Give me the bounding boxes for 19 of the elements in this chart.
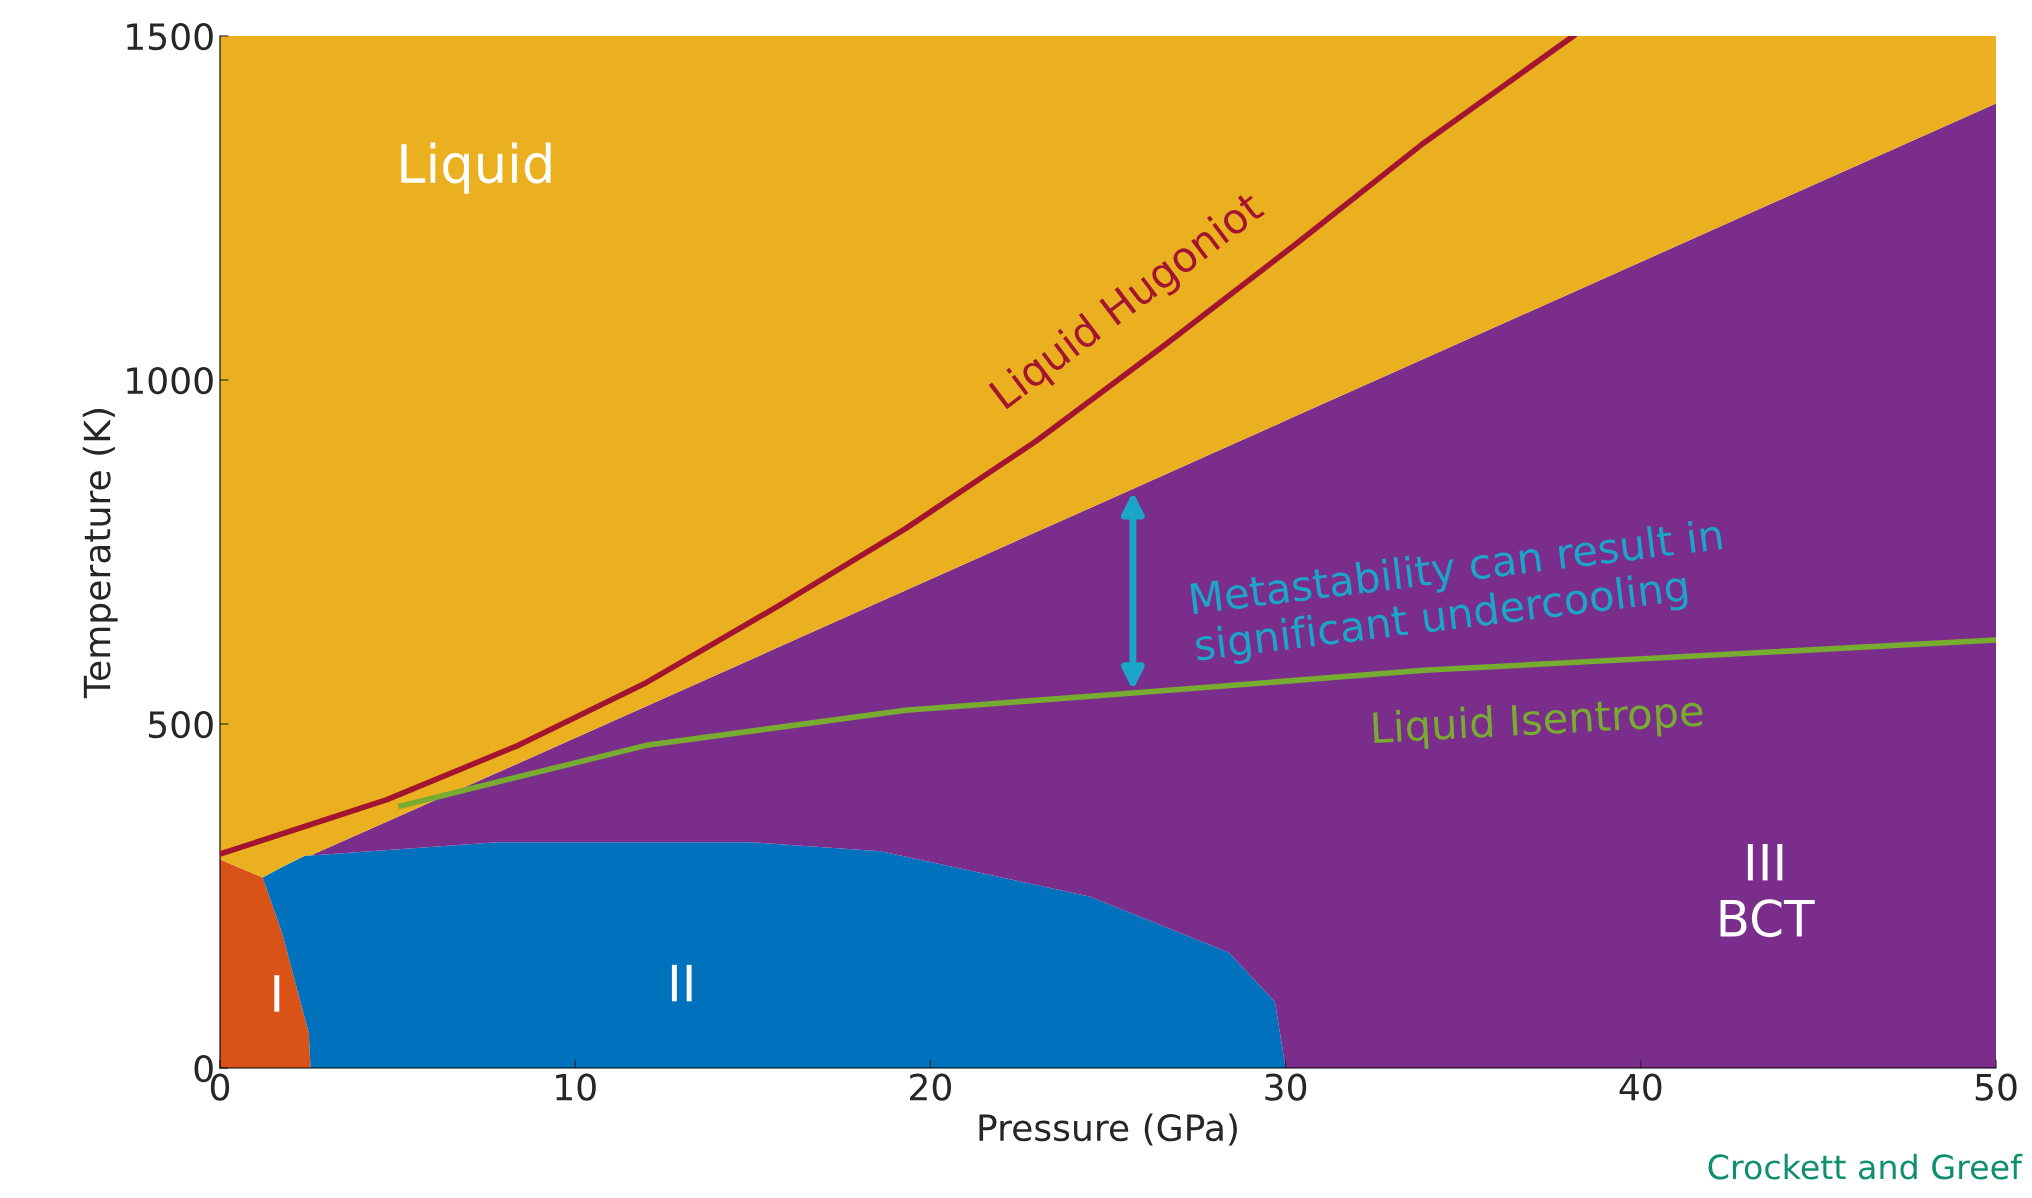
y-axis-title: Temperature (K) (82, 409, 118, 699)
annotation: I (274, 975, 280, 1012)
series-label: Liquid Isentrope (1373, 693, 1704, 752)
x-tick-label: 30 (1265, 1073, 1307, 1101)
x-axis-title: Pressure (GPa) (979, 1113, 1237, 1146)
annotation: II (671, 964, 692, 1002)
x-tick-label: 50 (1975, 1073, 2017, 1101)
annotation: Metastability can result in significant undercooling (1190, 517, 1724, 670)
x-tick-label: 0 (210, 1073, 230, 1101)
text: Crockett and Greef (1708, 1153, 2023, 1180)
y-tick-label: 0 (194, 1054, 213, 1083)
y-tick-label: 1500 (127, 22, 213, 51)
annotation: Liquid (401, 142, 551, 194)
annotation: III BCT (1720, 843, 1815, 938)
x-tick-label: 20 (910, 1073, 951, 1101)
x-tick-label: 10 (556, 1073, 596, 1101)
y-tick-label: 1000 (127, 366, 213, 395)
x-tick-label: 40 (1619, 1073, 1662, 1101)
y-tick-label: 500 (149, 710, 213, 739)
